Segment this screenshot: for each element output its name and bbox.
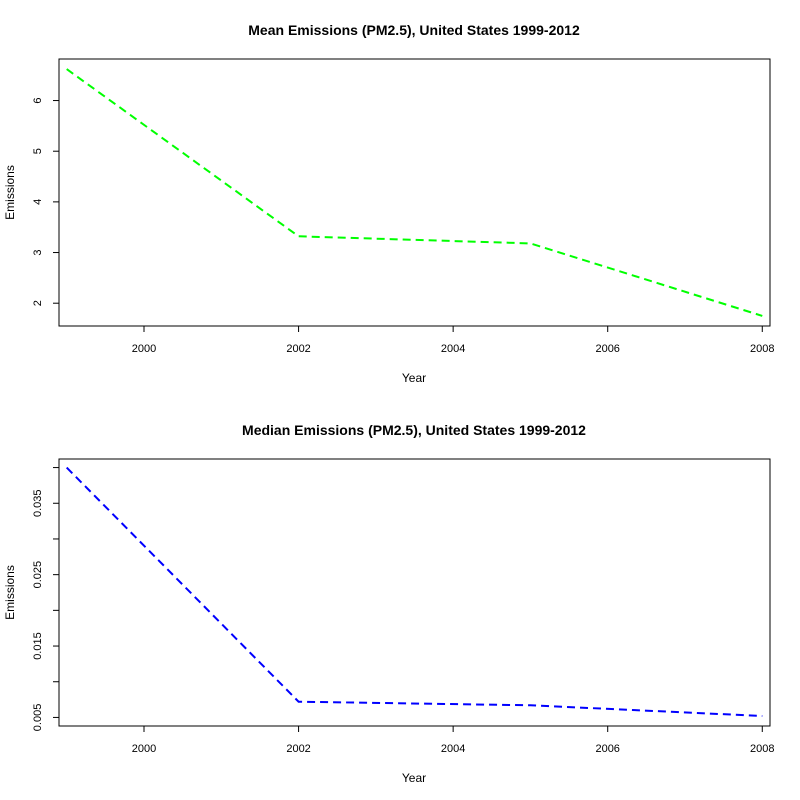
x-tick-label: 2006 — [595, 743, 619, 755]
y-tick-label: 6 — [32, 97, 44, 103]
x-axis-label: Year — [402, 771, 426, 785]
y-tick-label: 2 — [32, 300, 44, 306]
x-tick-label: 2000 — [132, 343, 156, 355]
chart-title: Mean Emissions (PM2.5), United States 19… — [248, 22, 580, 38]
y-tick-label: 0.035 — [32, 489, 44, 517]
median-emissions-panel: Median Emissions (PM2.5), United States … — [3, 422, 775, 785]
plot-frame — [58, 58, 771, 327]
x-tick-label: 2004 — [441, 743, 465, 755]
y-tick-label: 4 — [32, 199, 44, 205]
plot-frame — [58, 458, 771, 727]
y-tick-label: 5 — [32, 148, 44, 154]
y-tick-label: 0.015 — [32, 632, 44, 660]
x-axis-label: Year — [402, 371, 426, 385]
series-line — [65, 466, 763, 717]
x-tick-label: 2004 — [441, 343, 465, 355]
y-tick-label: 0.025 — [32, 561, 44, 589]
y-tick-label: 0.005 — [32, 704, 44, 732]
y-axis-label: Emissions — [3, 165, 17, 220]
x-tick-label: 2000 — [132, 743, 156, 755]
series-line — [66, 68, 763, 317]
y-axis-label: Emissions — [3, 565, 17, 620]
x-tick-label: 2002 — [286, 743, 310, 755]
mean-emissions-panel: Mean Emissions (PM2.5), United States 19… — [3, 22, 775, 385]
x-tick-label: 2006 — [595, 343, 619, 355]
x-tick-label: 2008 — [750, 343, 774, 355]
chart-title: Median Emissions (PM2.5), United States … — [242, 422, 586, 438]
x-tick-label: 2002 — [286, 343, 310, 355]
x-tick-label: 2008 — [750, 743, 774, 755]
y-tick-label: 3 — [32, 249, 44, 255]
